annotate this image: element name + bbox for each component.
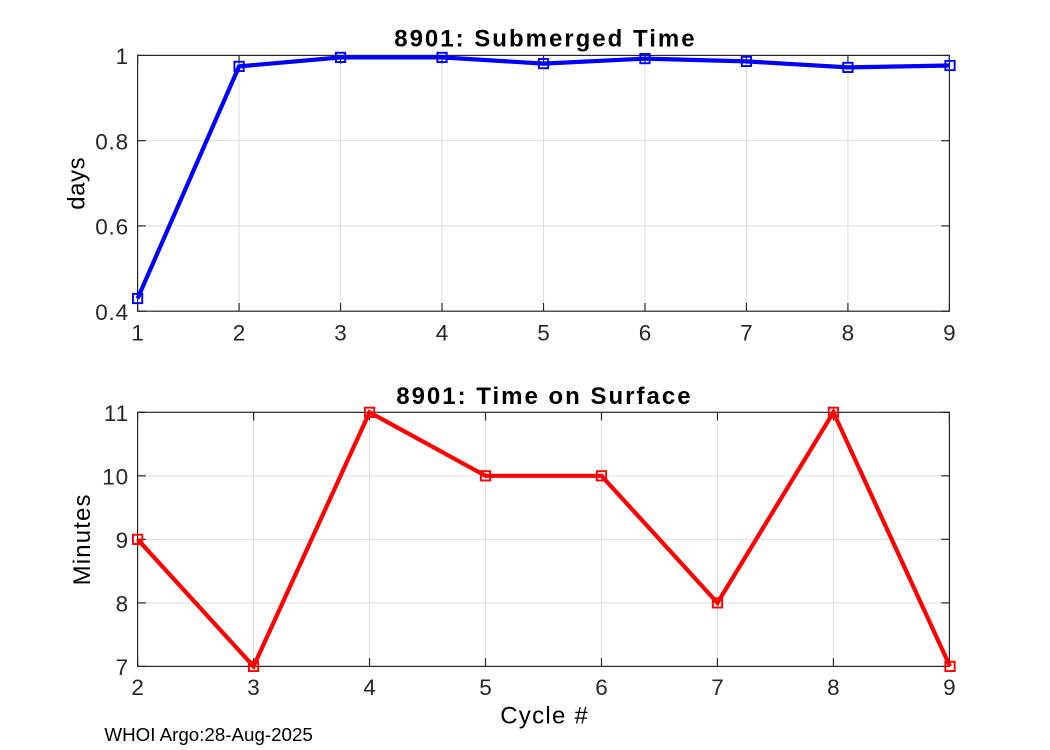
svg-text:8901: Submerged Time: 8901: Submerged Time: [394, 26, 696, 53]
svg-text:2: 2: [131, 675, 144, 700]
svg-text:days: days: [63, 157, 90, 210]
svg-text:7: 7: [711, 675, 724, 700]
svg-text:8901: Time on Surface: 8901: Time on Surface: [396, 383, 692, 410]
svg-text:5: 5: [537, 321, 550, 346]
svg-text:6: 6: [595, 675, 608, 700]
svg-text:3: 3: [247, 675, 260, 700]
svg-text:1: 1: [131, 321, 144, 346]
svg-text:0.8: 0.8: [95, 129, 129, 154]
svg-text:0.6: 0.6: [95, 215, 129, 240]
svg-text:7: 7: [116, 655, 129, 680]
svg-text:4: 4: [363, 675, 376, 700]
svg-text:9: 9: [943, 675, 956, 700]
svg-text:9: 9: [116, 528, 129, 553]
svg-text:0.4: 0.4: [95, 300, 129, 325]
svg-text:10: 10: [102, 465, 129, 490]
svg-text:9: 9: [943, 321, 956, 346]
svg-text:3: 3: [334, 321, 347, 346]
svg-text:8: 8: [116, 592, 129, 617]
svg-text:Cycle #: Cycle #: [500, 703, 589, 730]
svg-text:Minutes: Minutes: [69, 493, 96, 585]
svg-text:7: 7: [740, 321, 753, 346]
svg-text:5: 5: [479, 675, 492, 700]
svg-text:11: 11: [104, 401, 129, 426]
svg-text:8: 8: [842, 321, 855, 346]
svg-text:1: 1: [116, 44, 129, 69]
svg-text:2: 2: [233, 321, 246, 346]
svg-text:6: 6: [639, 321, 652, 346]
svg-text:8: 8: [827, 675, 840, 700]
svg-text:4: 4: [436, 321, 449, 346]
svg-text:WHOI Argo:28-Aug-2025: WHOI Argo:28-Aug-2025: [104, 724, 312, 745]
